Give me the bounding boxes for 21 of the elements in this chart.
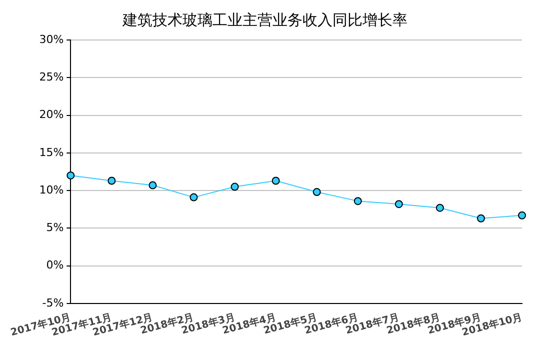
y-tick-label: 10% (39, 183, 64, 196)
y-tick-label: 0% (46, 258, 64, 272)
point (230, 182, 239, 191)
y-tick-label: 20% (39, 108, 64, 122)
point (354, 197, 362, 206)
y-tick-label: 30% (39, 32, 64, 46)
chart-title: 建筑技术玻璃工业主营业务收入同比增长率 (122, 10, 408, 29)
point (190, 193, 198, 202)
point (394, 200, 403, 208)
y-tick-label: 15% (39, 146, 64, 159)
point (436, 204, 444, 212)
y-tick-label: -5% (42, 296, 64, 310)
point (272, 176, 280, 185)
y-tick-label: 5% (46, 221, 64, 234)
y-tick-label: 25% (39, 70, 64, 84)
point (108, 176, 116, 185)
point (518, 211, 526, 220)
point (66, 171, 75, 180)
point (312, 188, 321, 196)
point (148, 181, 157, 190)
point (476, 214, 485, 222)
